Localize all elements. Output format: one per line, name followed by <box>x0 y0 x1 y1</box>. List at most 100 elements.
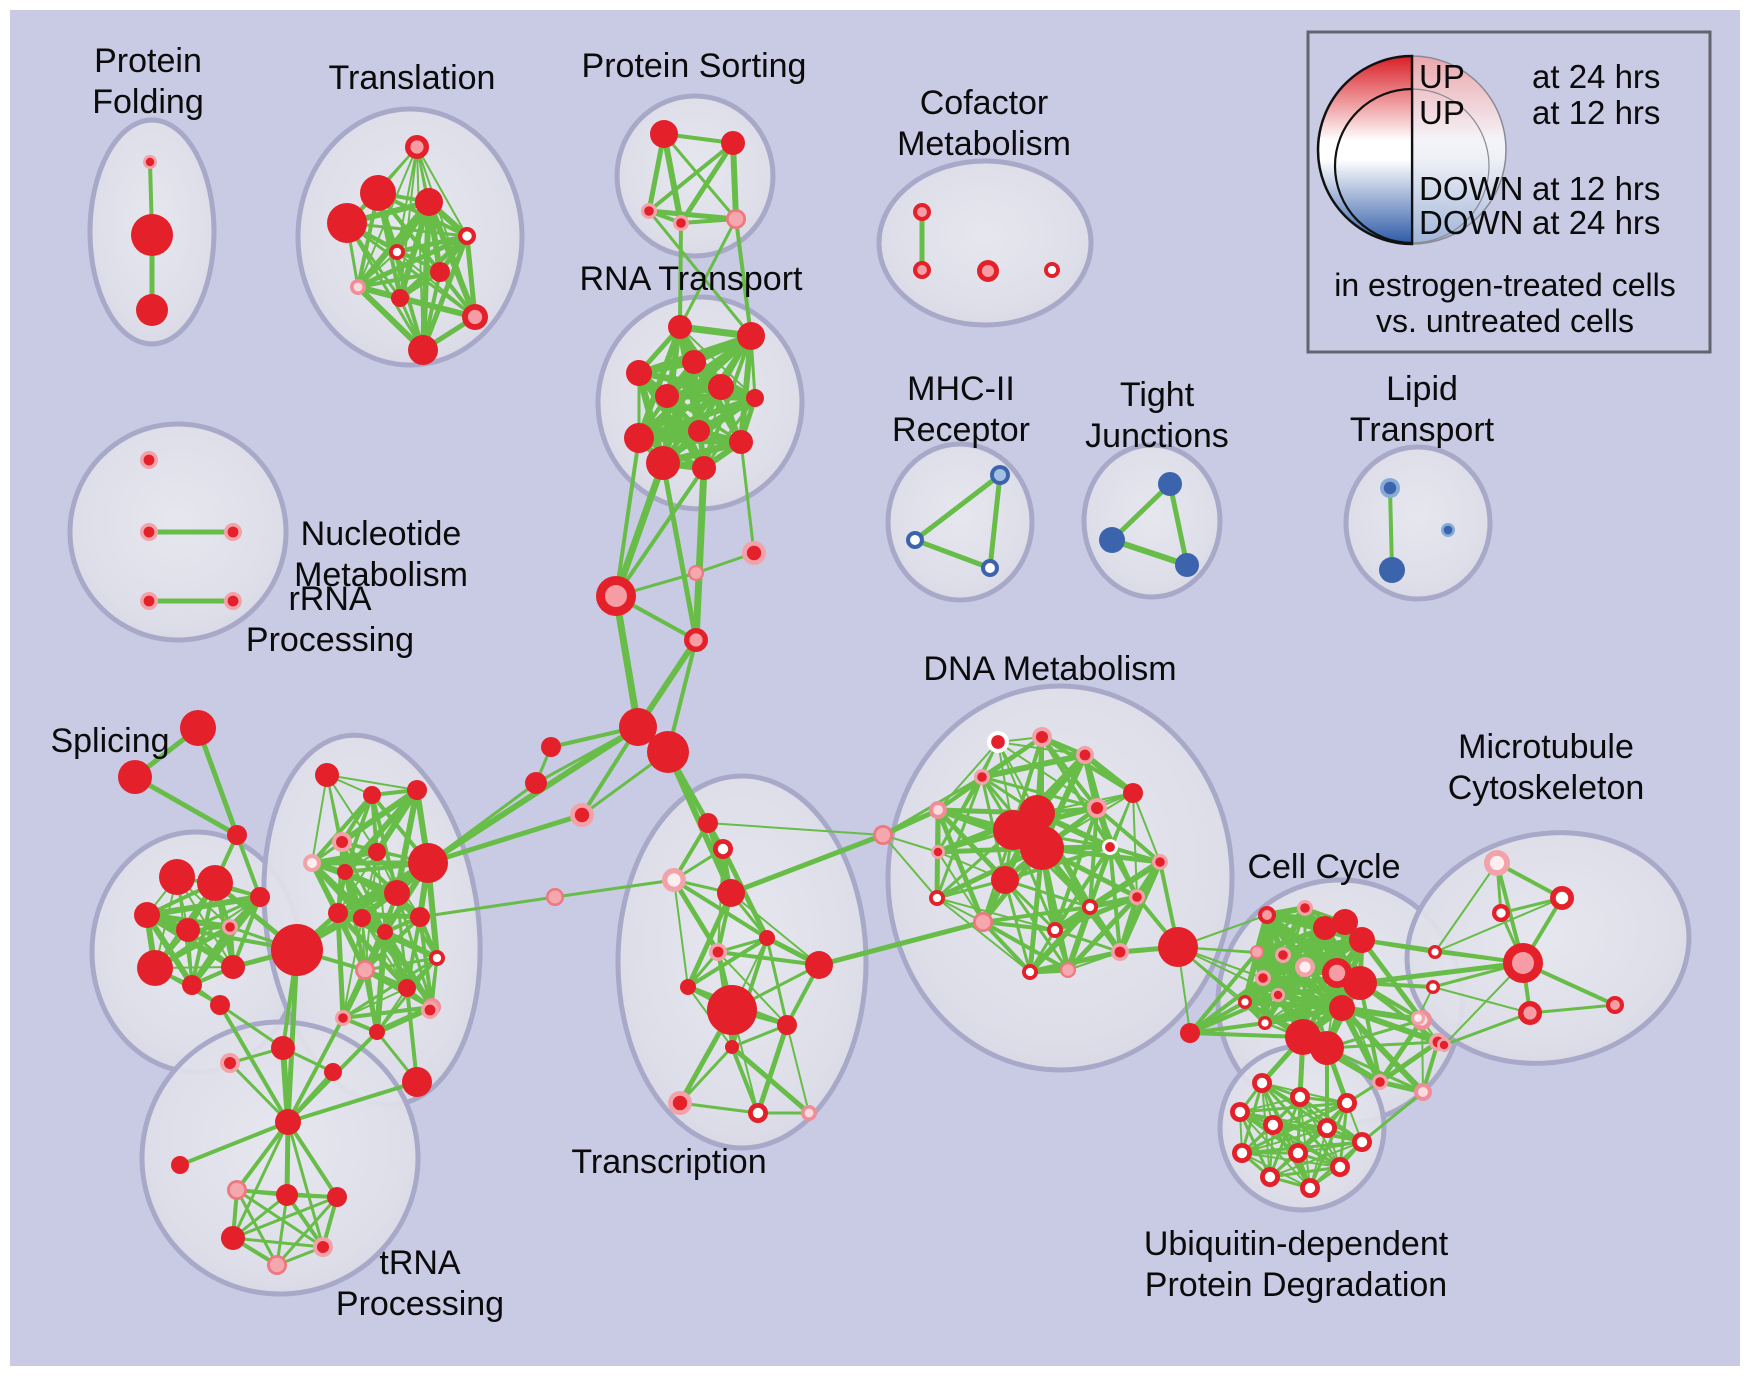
node-lipid-0[interactable] <box>1380 478 1400 498</box>
node-trans-10[interactable] <box>725 1040 739 1054</box>
node-micro-6[interactable] <box>1518 1001 1542 1025</box>
node-nucleotide-4[interactable] <box>224 592 242 610</box>
node-ubiq-1[interactable] <box>1290 1087 1310 1107</box>
node-trans-9[interactable] <box>777 1015 797 1035</box>
node-trna-5[interactable] <box>221 1226 245 1250</box>
node-sort-3[interactable] <box>673 215 689 231</box>
node-cycle-18[interactable] <box>1310 1031 1344 1065</box>
node-hub-2[interactable] <box>227 825 247 845</box>
node-rrna-15[interactable] <box>398 979 416 997</box>
node-ubiq-9[interactable] <box>1330 1157 1350 1177</box>
node-trans-6[interactable] <box>680 979 696 995</box>
node-rrna-4[interactable] <box>303 854 321 872</box>
node-ubiq-10[interactable] <box>1260 1167 1280 1187</box>
node-splice-2[interactable] <box>134 902 160 928</box>
node-rrna-8[interactable] <box>384 880 410 906</box>
node-rrna-7[interactable] <box>408 843 448 883</box>
node-cycle-0[interactable] <box>1158 927 1198 967</box>
node-trans-3[interactable] <box>717 879 745 907</box>
node-cycle-16[interactable] <box>1271 988 1285 1002</box>
node-cycle-12[interactable] <box>1329 995 1355 1021</box>
node-splice-5[interactable] <box>137 950 173 986</box>
node-mhc-1[interactable] <box>906 531 924 549</box>
node-trans-5[interactable] <box>709 943 727 961</box>
node-ubiq-3[interactable] <box>1230 1102 1250 1122</box>
node-micro-8[interactable] <box>1411 1011 1425 1025</box>
node-rrna-14[interactable] <box>355 960 375 980</box>
node-rrna-2[interactable] <box>407 780 427 800</box>
node-trans-0[interactable] <box>698 813 718 833</box>
node-dna-17[interactable] <box>1082 899 1098 915</box>
node-dna-4[interactable] <box>929 801 947 819</box>
node-ubiq-6[interactable] <box>1352 1132 1372 1152</box>
node-hub-1[interactable] <box>118 760 152 794</box>
node-rna-5[interactable] <box>708 374 734 400</box>
node-folding-1[interactable] <box>131 214 173 256</box>
node-micro-9[interactable] <box>1437 1038 1451 1052</box>
node-translation-4[interactable] <box>458 227 476 245</box>
node-cofactor-3[interactable] <box>1044 262 1060 278</box>
node-translation-10[interactable] <box>408 335 438 365</box>
node-folding-0[interactable] <box>143 155 157 169</box>
node-splice-0[interactable] <box>159 859 195 895</box>
node-hub-8[interactable] <box>647 731 689 773</box>
node-cycle-5[interactable] <box>1275 947 1291 963</box>
node-translation-6[interactable] <box>430 262 450 282</box>
node-dna-10[interactable] <box>931 845 945 859</box>
node-trans-13[interactable] <box>801 1105 817 1121</box>
node-rna-11[interactable] <box>692 456 716 480</box>
node-trna-1[interactable] <box>171 1156 189 1174</box>
node-hub-4[interactable] <box>688 565 704 581</box>
node-translation-7[interactable] <box>350 279 366 295</box>
node-cycle-14[interactable] <box>1238 995 1252 1009</box>
node-ubiq-4[interactable] <box>1263 1115 1283 1135</box>
node-dna-15[interactable] <box>929 890 945 906</box>
node-rrna-10[interactable] <box>353 909 371 927</box>
node-trna-6[interactable] <box>313 1237 333 1257</box>
node-rrna-11[interactable] <box>410 907 430 927</box>
node-hub-11[interactable] <box>570 803 594 827</box>
node-trans-8[interactable] <box>707 985 757 1035</box>
node-trna-3[interactable] <box>276 1184 298 1206</box>
node-cycle-19[interactable] <box>1372 1074 1388 1090</box>
node-hub-3[interactable] <box>596 576 636 616</box>
node-cycle-1[interactable] <box>1180 1023 1200 1043</box>
node-dna-11[interactable] <box>1102 839 1118 855</box>
node-rna-1[interactable] <box>737 322 765 350</box>
node-micro-5[interactable] <box>1426 980 1440 994</box>
node-sort-2[interactable] <box>641 203 657 219</box>
node-dna-14[interactable] <box>1129 889 1145 905</box>
node-rrna-3[interactable] <box>332 832 352 852</box>
node-cycle-2[interactable] <box>1258 906 1276 924</box>
node-hub-18[interactable] <box>402 1067 432 1097</box>
node-trna-4[interactable] <box>327 1187 347 1207</box>
node-trans-4[interactable] <box>759 930 775 946</box>
node-trna-7[interactable] <box>267 1255 287 1275</box>
node-translation-9[interactable] <box>462 304 488 330</box>
node-rna-4[interactable] <box>655 384 679 408</box>
node-cycle-6[interactable] <box>1295 957 1315 977</box>
node-trna-2[interactable] <box>227 1180 247 1200</box>
node-lipid-2[interactable] <box>1441 523 1455 537</box>
node-splice-3[interactable] <box>176 918 200 942</box>
node-dna-2[interactable] <box>1076 746 1094 764</box>
node-mhc-2[interactable] <box>981 559 999 577</box>
node-sort-4[interactable] <box>726 209 746 229</box>
node-dna-1[interactable] <box>1032 727 1052 747</box>
node-micro-0[interactable] <box>1484 850 1510 876</box>
node-rrna-5[interactable] <box>368 843 386 861</box>
node-hub-0[interactable] <box>180 710 216 746</box>
node-dna-18[interactable] <box>1047 922 1063 938</box>
node-hub-17[interactable] <box>324 1063 342 1081</box>
node-cycle-15[interactable] <box>1258 1016 1272 1030</box>
node-ubiq-0[interactable] <box>1252 1073 1272 1093</box>
node-micro-7[interactable] <box>1606 996 1624 1014</box>
node-sort-1[interactable] <box>721 131 745 155</box>
node-rrna-1[interactable] <box>363 786 381 804</box>
node-nucleotide-1[interactable] <box>140 523 158 541</box>
node-rrna-17[interactable] <box>369 1024 385 1040</box>
node-nucleotide-0[interactable] <box>140 451 158 469</box>
node-micro-2[interactable] <box>1492 904 1510 922</box>
node-cycle-3[interactable] <box>1297 900 1313 916</box>
node-rrna-12[interactable] <box>377 924 393 940</box>
